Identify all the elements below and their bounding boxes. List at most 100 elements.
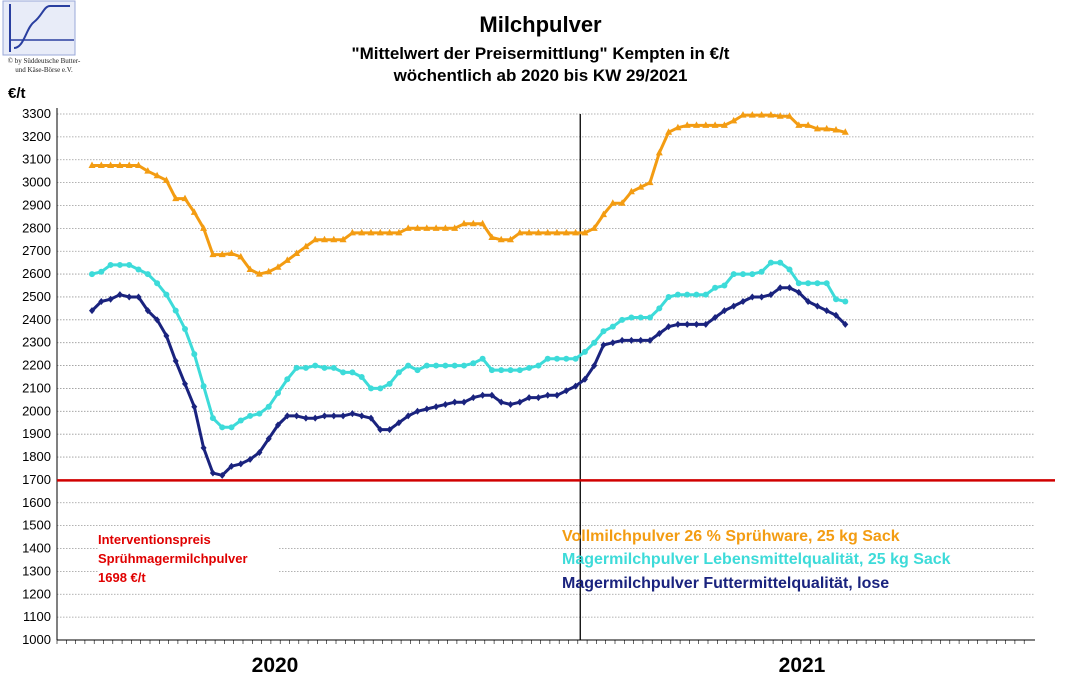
data-point [684,320,691,328]
series-0 [88,111,849,277]
data-point [283,256,291,263]
data-point [581,348,588,355]
data-point [637,336,644,344]
series-line [90,286,847,477]
data-point [386,426,393,434]
y-tick-label: 2600 [22,266,51,281]
data-point [275,421,281,429]
data-point [349,369,356,376]
data-point [786,112,793,119]
data-point [572,382,579,390]
y-tick-label: 1200 [22,586,51,601]
data-point [627,187,635,195]
data-point [535,362,542,369]
data-point [255,270,263,277]
data-point [730,116,738,124]
data-point [330,412,337,420]
data-point [89,307,95,315]
data-point [181,194,189,202]
data-point [98,268,105,275]
logo-text-1: © by Süddeutsche Butter- [7,57,81,65]
data-point [684,291,691,298]
data-point [256,448,263,456]
data-point [126,261,133,268]
y-tick-label: 3100 [22,152,51,167]
y-tick-label: 2900 [22,197,51,212]
data-point [693,121,700,128]
data-point [470,360,477,367]
data-point [377,385,384,392]
data-point [619,336,626,344]
data-point [526,394,533,402]
data-point [516,398,523,406]
data-point [404,224,412,231]
chart-subtitle-2: wöchentlich ab 2020 bis KW 29/2021 [393,66,688,85]
data-point [340,369,347,376]
data-point [702,121,710,128]
data-point [665,128,673,135]
data-point [395,369,402,376]
data-point [163,291,170,298]
data-point [311,235,319,243]
data-point [340,412,347,420]
data-point [144,167,152,174]
data-point [228,462,235,470]
data-point [441,224,449,231]
data-point [572,355,579,362]
data-point [209,250,217,258]
data-point [246,265,254,273]
data-point [767,291,774,299]
y-axis-label: €/t [8,85,26,102]
series-line [91,261,846,429]
data-point [237,460,244,468]
data-point [144,307,151,315]
data-point [488,367,495,374]
data-point [367,228,375,236]
data-point [591,339,598,346]
legend-mager-lebensmittel: Magermilchpulver Lebensmittelqualität, 2… [562,551,951,568]
intervention-line-1: Interventionspreis [98,532,211,547]
data-point [683,121,691,128]
legend-vollmilch: Vollmilchpulver 26 % Sprühware, 25 kg Sa… [562,528,900,545]
data-point [200,444,207,452]
data-point [758,268,765,275]
data-point [590,224,598,231]
data-point [348,228,356,236]
data-point [674,291,681,298]
data-point [730,302,737,310]
data-point [469,219,477,227]
data-point [507,400,514,408]
data-point [284,412,291,420]
data-point [479,391,486,399]
data-point [740,298,746,306]
data-point [274,263,282,270]
data-point [405,412,412,420]
data-point [200,224,208,231]
data-point [526,364,533,371]
data-point [414,224,421,231]
data-point [442,400,449,408]
data-point [693,320,700,328]
y-tick-label: 1600 [22,495,51,510]
data-point [488,233,496,240]
data-point [368,414,374,422]
data-point [842,320,849,328]
data-point [182,325,188,332]
data-point [813,124,821,132]
data-point [628,314,635,321]
data-point [302,242,310,250]
data-point [823,124,831,132]
data-point [609,323,616,330]
data-point [116,161,124,168]
data-point [823,307,830,315]
data-point [358,374,365,380]
intervention-line-2: Sprühmagermilchpulver [98,551,248,566]
data-point [247,455,254,463]
data-point [293,364,300,371]
data-point [507,367,514,374]
data-point [628,336,635,344]
data-point [833,311,839,319]
data-point [116,261,123,268]
y-tick-label: 2200 [22,358,51,373]
